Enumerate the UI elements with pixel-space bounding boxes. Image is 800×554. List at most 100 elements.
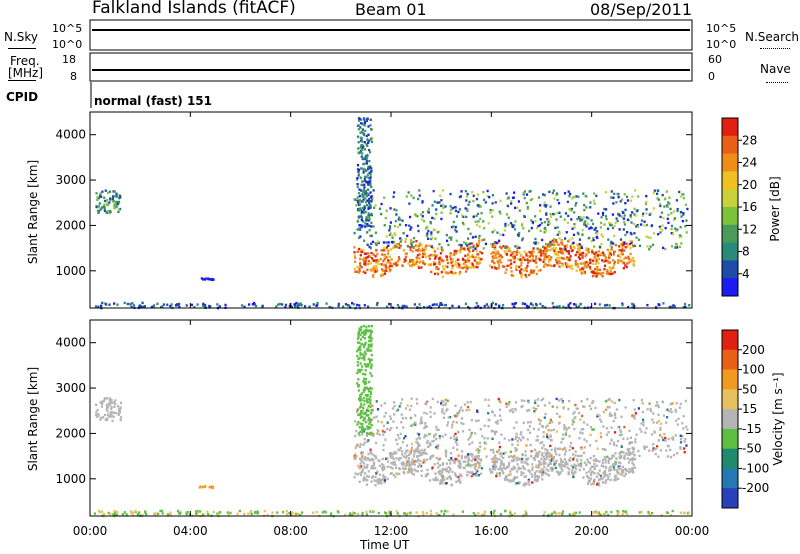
heatmap-cell — [532, 271, 535, 275]
heatmap-cell — [427, 207, 431, 211]
heatmap-cell — [474, 235, 477, 239]
heatmap-cell — [362, 419, 365, 422]
heatmap-cell — [592, 459, 595, 462]
heatmap-cell — [664, 247, 667, 251]
heatmap-cell — [382, 433, 385, 437]
heatmap-cell — [95, 205, 98, 208]
heatmap-cell — [477, 205, 481, 208]
heatmap-cell — [673, 217, 677, 220]
heatmap-cell — [629, 260, 632, 263]
heatmap-cell — [466, 405, 469, 409]
heatmap-cell — [290, 305, 293, 309]
heatmap-cell — [596, 415, 599, 418]
heatmap-cell — [430, 270, 433, 274]
heatmap-cell — [477, 262, 480, 265]
heatmap-cell — [616, 212, 620, 216]
heatmap-cell — [610, 245, 613, 249]
heatmap-cell — [592, 481, 595, 485]
heatmap-cell — [448, 236, 451, 239]
heatmap-cell — [370, 343, 373, 346]
heatmap-cell — [607, 238, 610, 241]
heatmap-cell — [491, 467, 495, 471]
heatmap-cell — [361, 258, 364, 261]
heatmap-cell — [364, 332, 367, 336]
heatmap-cell — [609, 465, 612, 468]
heatmap-cell — [548, 258, 551, 262]
heatmap-cell — [612, 259, 615, 262]
heatmap-cell — [143, 305, 146, 308]
heatmap-cell — [486, 437, 489, 440]
heatmap-cell — [543, 201, 546, 204]
heatmap-cell — [357, 420, 360, 424]
colorbar-tick-label: 200 — [742, 343, 765, 357]
heatmap-cell — [604, 256, 608, 259]
heatmap-cell — [473, 463, 476, 466]
heatmap-cell — [383, 511, 387, 514]
heatmap-cell — [675, 199, 679, 202]
heatmap-cell — [613, 224, 616, 228]
heatmap-cell — [684, 203, 687, 206]
heatmap-cell — [586, 397, 589, 401]
heatmap-cell — [206, 510, 209, 513]
heatmap-cell — [606, 227, 610, 230]
heatmap-cell — [461, 221, 465, 225]
heatmap-cell — [370, 128, 373, 131]
heatmap-cell — [408, 464, 411, 467]
heatmap-cell — [384, 438, 387, 441]
heatmap-cell — [539, 461, 542, 464]
heatmap-cell — [211, 278, 214, 281]
heatmap-cell — [121, 512, 124, 516]
heatmap-cell — [542, 435, 545, 438]
heatmap-cell — [598, 484, 601, 487]
heatmap-cell — [552, 241, 555, 244]
heatmap-cell — [567, 249, 570, 253]
heatmap-cell — [395, 245, 399, 249]
heatmap-cell — [563, 192, 567, 195]
heatmap-cell — [491, 259, 494, 263]
heatmap-cell — [403, 512, 406, 515]
heatmap-cell — [380, 482, 383, 485]
heatmap-cell — [411, 458, 414, 461]
heatmap-cell — [366, 192, 369, 195]
heatmap-cell — [667, 213, 670, 217]
heatmap-cell — [419, 459, 422, 463]
heatmap-cell — [457, 454, 460, 457]
heatmap-cell — [386, 305, 389, 308]
heatmap-cell — [388, 270, 391, 273]
heatmap-cell — [103, 203, 106, 206]
heatmap-cell — [537, 251, 540, 254]
heatmap-cell — [561, 252, 564, 255]
heatmap-cell — [590, 483, 593, 486]
heatmap-cell — [466, 208, 469, 211]
heatmap-cell — [466, 253, 470, 257]
heatmap-cell — [549, 240, 552, 244]
heatmap-cell — [446, 469, 449, 473]
heatmap-cell — [377, 420, 380, 423]
heatmap-cell — [604, 458, 607, 461]
heatmap-cell — [418, 444, 421, 447]
heatmap-cell — [503, 437, 506, 440]
heatmap-cell — [500, 452, 503, 455]
heatmap-cell — [498, 258, 501, 261]
heatmap-cell — [574, 263, 577, 266]
heatmap-cell — [455, 436, 458, 439]
heatmap-cell — [632, 264, 636, 267]
heatmap-cell — [391, 467, 394, 470]
heatmap-cell — [622, 266, 625, 270]
heatmap-cell — [441, 470, 444, 474]
heatmap-cell — [531, 197, 534, 201]
heatmap-cell — [550, 513, 553, 517]
heatmap-cell — [522, 483, 525, 487]
heatmap-cell — [243, 305, 246, 309]
heatmap-cell — [516, 476, 519, 479]
heatmap-cell — [358, 188, 361, 191]
heatmap-cell — [535, 261, 538, 264]
heatmap-cell — [608, 412, 612, 415]
heatmap-cell — [442, 400, 445, 403]
heatmap-cell — [466, 247, 470, 250]
heatmap-cell — [357, 384, 360, 387]
nave-label: Nave — [760, 62, 791, 76]
heatmap-cell — [454, 474, 457, 477]
heatmap-cell — [479, 427, 482, 431]
heatmap-cell — [354, 472, 357, 475]
